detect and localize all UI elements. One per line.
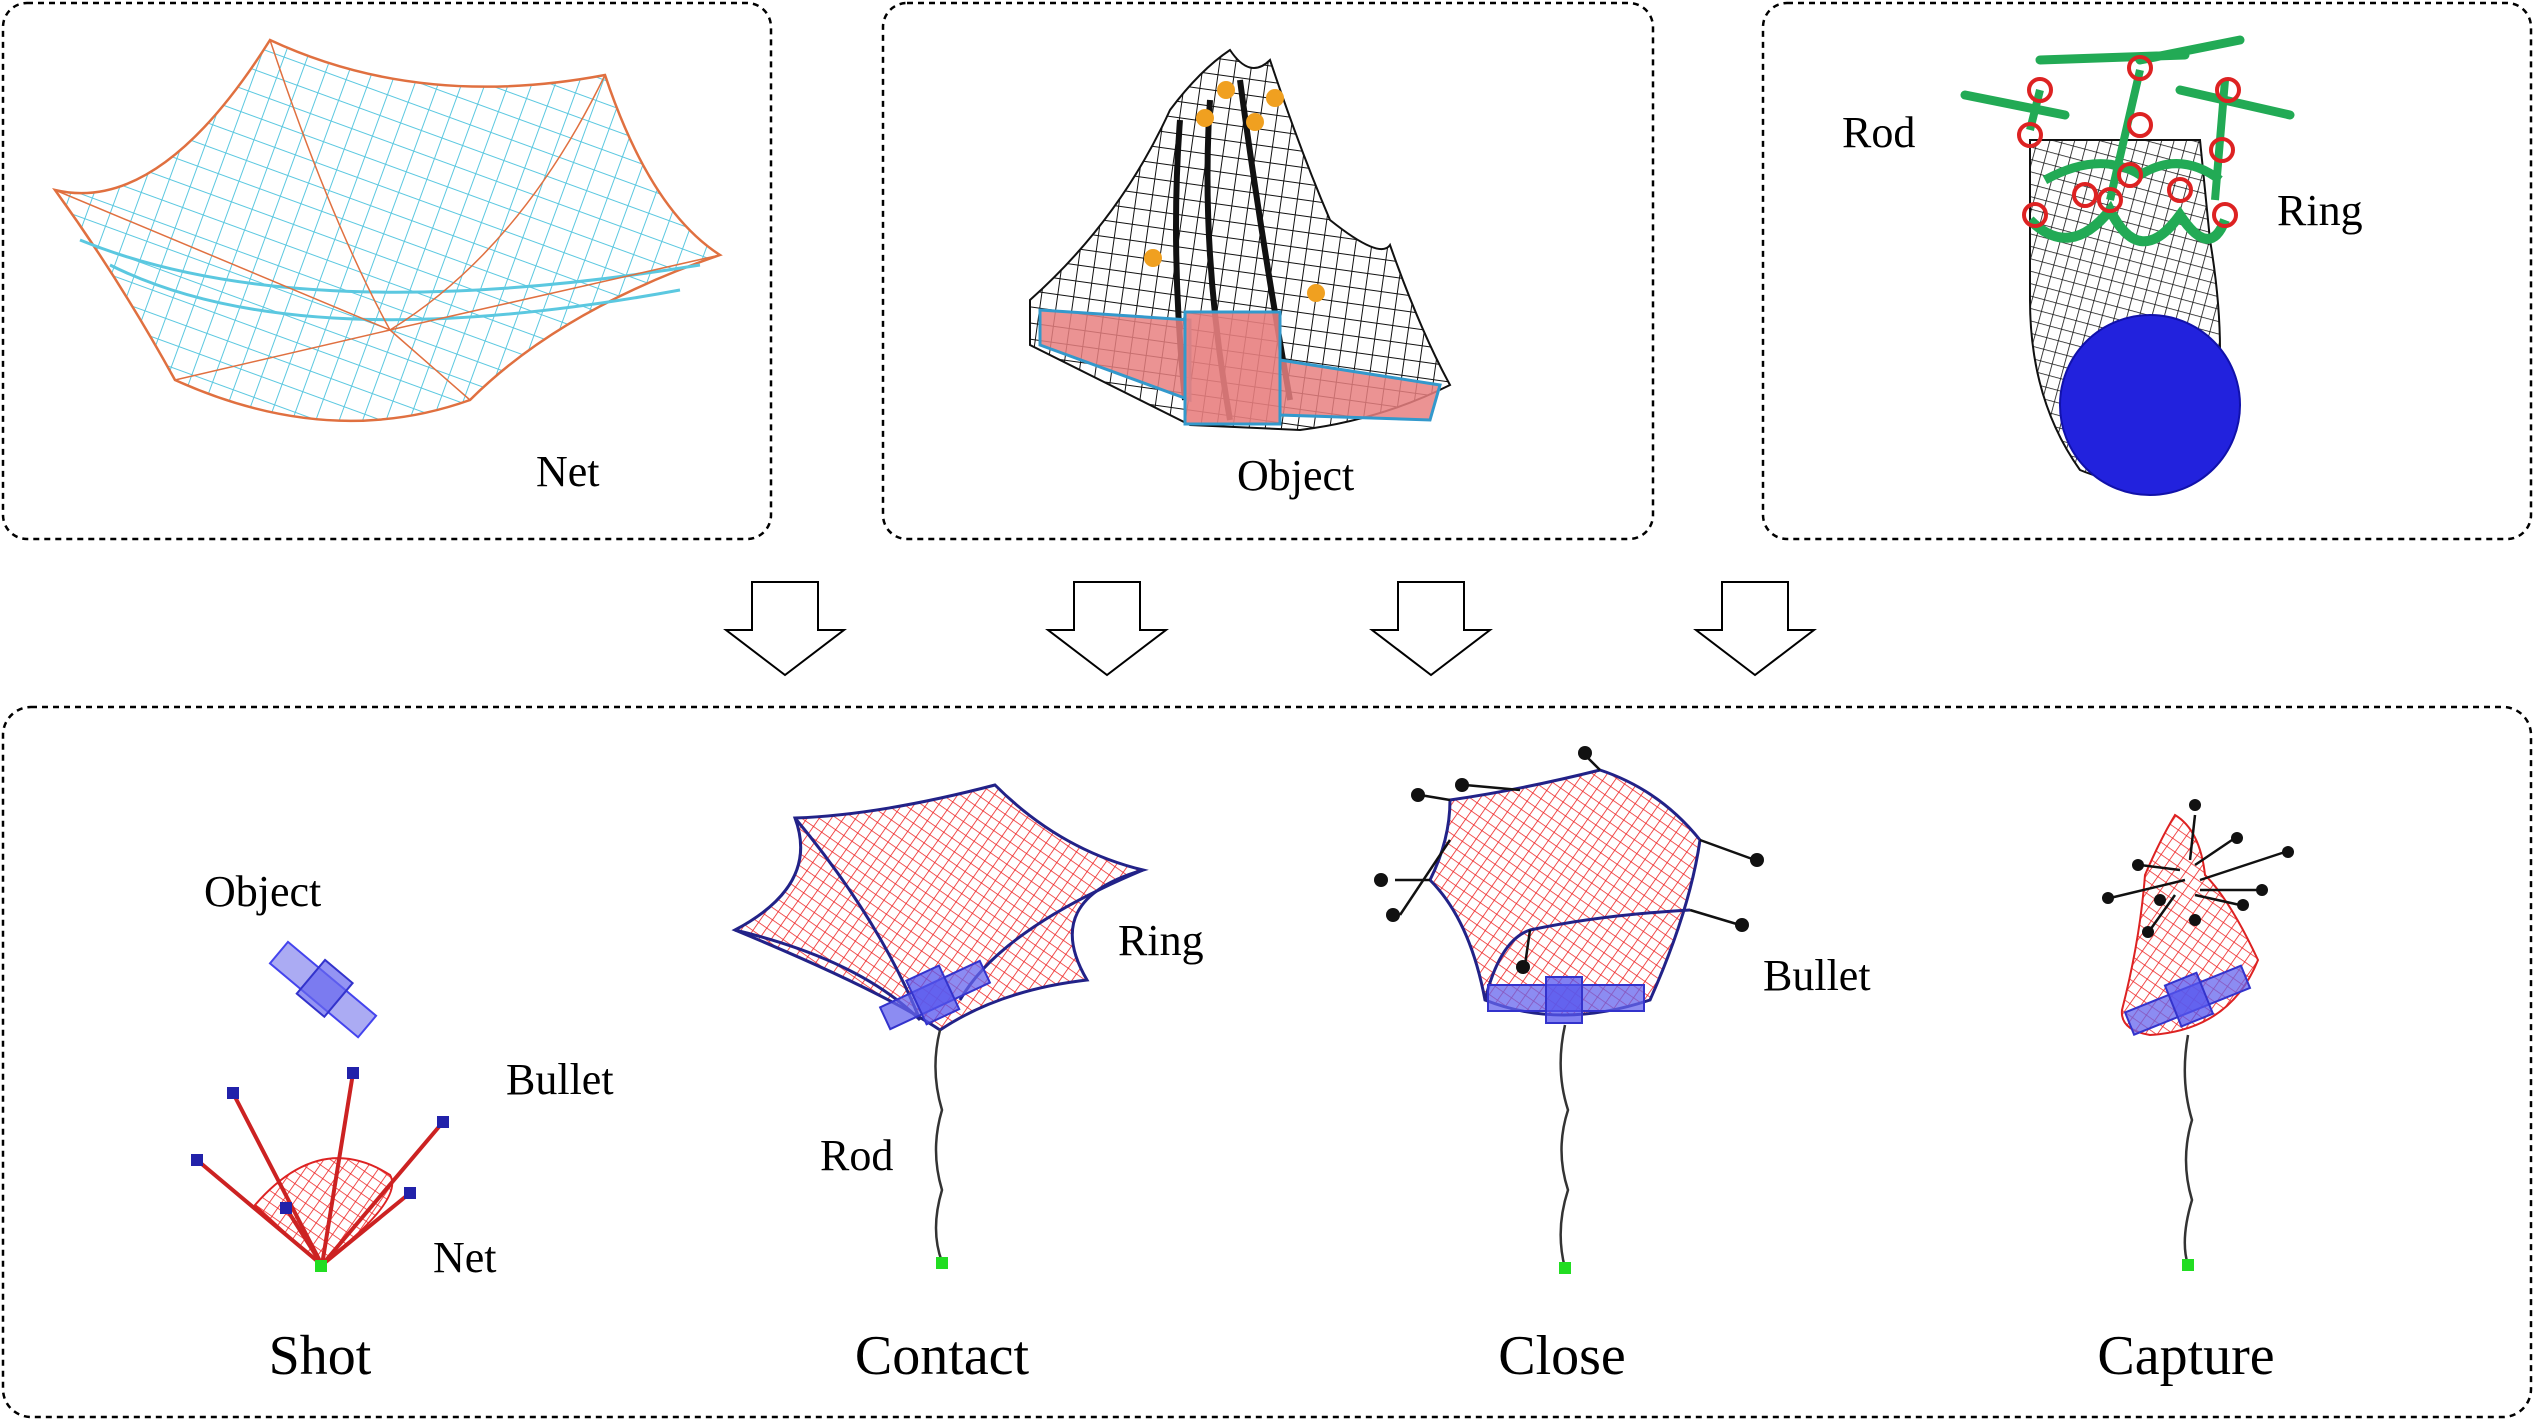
shot-object-label: Object xyxy=(204,867,321,916)
anchor-point xyxy=(1559,1262,1571,1274)
stage-title-shot: Shot xyxy=(269,1325,372,1387)
anchor-point xyxy=(2182,1259,2194,1271)
stage-shot-illustration xyxy=(191,940,449,1272)
shot-bullet-label: Bullet xyxy=(506,1055,614,1104)
net-panel-label: Net xyxy=(536,447,600,496)
object-panel-label: Object xyxy=(1237,451,1354,500)
down-arrow xyxy=(723,581,847,677)
anchor-point xyxy=(315,1260,327,1272)
stage-contact-illustration xyxy=(731,783,1149,1269)
contact-ring-label: Ring xyxy=(1118,916,1204,965)
rod-label-top: Rod xyxy=(1842,108,1915,157)
down-arrow xyxy=(1693,581,1817,677)
down-arrow xyxy=(1369,581,1493,677)
satellite xyxy=(878,959,992,1031)
net-mesh-illustration xyxy=(52,38,723,422)
satellite xyxy=(2123,964,2252,1037)
satellite xyxy=(1487,976,1645,1024)
anchor-point xyxy=(936,1257,948,1269)
object-mesh-illustration xyxy=(1029,48,1452,432)
ring-label-top: Ring xyxy=(2277,186,2363,235)
panel-object xyxy=(881,1,1655,541)
rod-ring-illustration xyxy=(1960,35,2295,496)
stage-close-illustration xyxy=(1374,746,1764,1274)
panel-net xyxy=(1,1,773,541)
stage-title-capture: Capture xyxy=(2097,1325,2274,1387)
sphere xyxy=(2059,314,2241,496)
contact-rod-label: Rod xyxy=(820,1131,893,1180)
panel-stages xyxy=(1,705,2533,1419)
panel-rod-ring xyxy=(1761,1,2533,541)
close-bullet-label: Bullet xyxy=(1763,951,1871,1000)
shot-net-label: Net xyxy=(433,1233,497,1282)
stage-title-contact: Contact xyxy=(855,1325,1030,1387)
satellite-object xyxy=(268,940,378,1039)
down-arrow xyxy=(1045,581,1169,677)
stage-capture-illustration xyxy=(2102,799,2294,1271)
stage-title-close: Close xyxy=(1498,1325,1626,1387)
